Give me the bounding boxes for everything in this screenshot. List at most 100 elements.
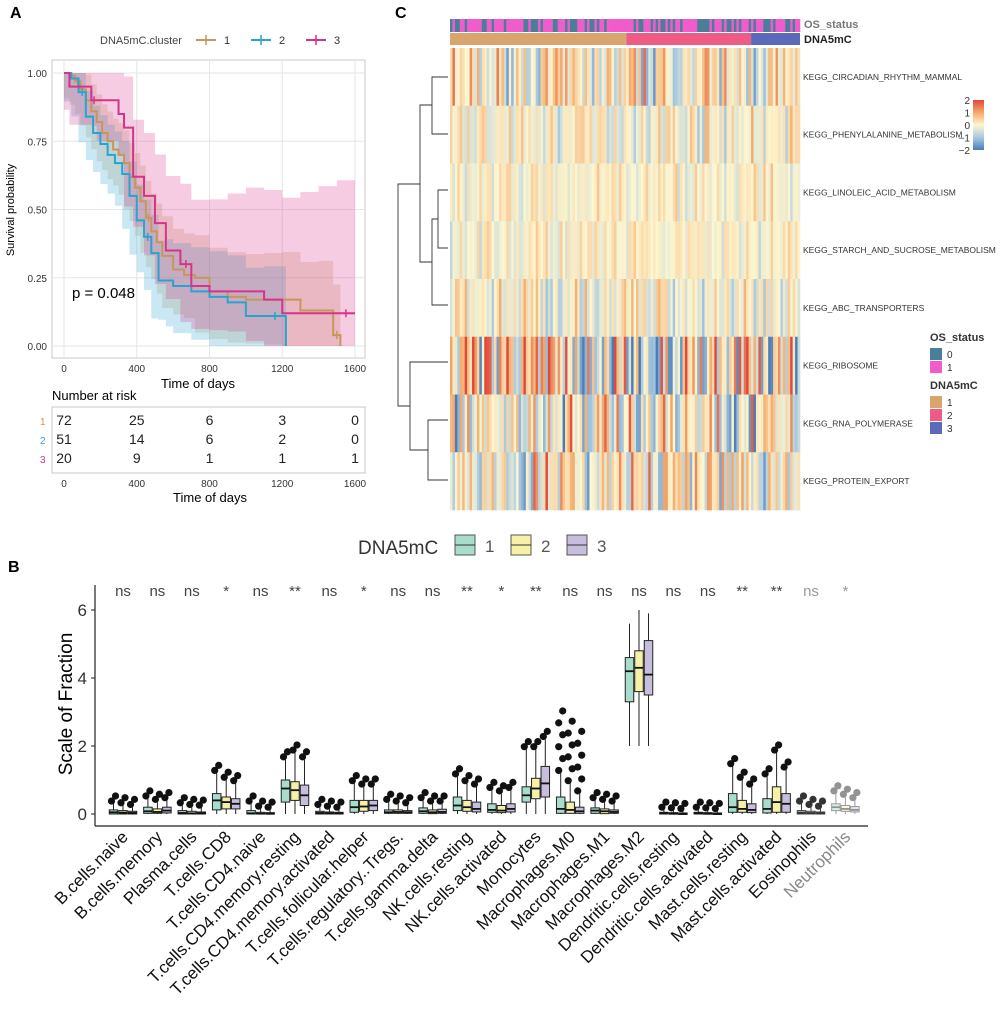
heatmap-cell (484, 452, 488, 511)
heatmap-cell (496, 48, 500, 107)
heatmap-cell (755, 221, 759, 280)
heatmap-cell (528, 394, 532, 453)
box-outlier (578, 775, 586, 783)
heatmap-cell (672, 279, 676, 338)
os-status-cell (533, 19, 536, 32)
heatmap-cell (525, 394, 529, 453)
heatmap-cell (741, 48, 745, 107)
heatmap-cell (736, 163, 740, 222)
os-status-cell (489, 19, 492, 32)
box-outlier (568, 741, 576, 749)
heatmap-cell (633, 105, 637, 164)
heatmap-cell (486, 279, 490, 338)
os-status-cell (457, 19, 461, 32)
heatmap-cell (545, 336, 549, 395)
heatmap-cell (684, 336, 688, 395)
box-outlier (559, 707, 567, 715)
heatmap-cell (606, 336, 610, 395)
heatmap-cell (653, 221, 656, 280)
heatmap-cell (684, 279, 688, 338)
heatmap-cell (692, 279, 696, 338)
box-outlier (765, 765, 773, 773)
heatmap-cell (552, 394, 556, 453)
os-status-cell (684, 19, 688, 32)
heatmap-cell (640, 394, 644, 453)
heatmap-cell (650, 279, 654, 338)
heatmap-cell (633, 394, 637, 453)
heatmap-cell (638, 163, 642, 222)
os-status-cell (733, 19, 737, 32)
heatmap-cell (758, 105, 762, 164)
heatmap-cell (530, 279, 534, 338)
heatmap-cell (530, 163, 534, 222)
box-outlier (461, 777, 469, 785)
heatmap-cell (648, 336, 651, 395)
heatmap-cell (680, 336, 683, 395)
heatmap-cell (743, 394, 747, 453)
heatmap-cell (706, 163, 710, 222)
heatmap-cell (731, 221, 735, 280)
heatmap-cell (709, 48, 713, 107)
heatmap-cell (525, 452, 529, 511)
heatmap-cell (513, 394, 517, 453)
heatmap-cell (486, 394, 490, 453)
heatmap-cell (594, 163, 598, 222)
box-outlier (740, 768, 748, 776)
heatmap-cell (719, 394, 722, 453)
box-outlier (490, 778, 498, 786)
heatmap-cell (655, 336, 659, 395)
heatmap-cell (454, 336, 458, 395)
os-status-cell (706, 19, 710, 32)
box-T.cells.CD8-1 (211, 761, 223, 814)
heatmap-cell (797, 221, 801, 280)
heatmap-cell (594, 279, 598, 338)
heatmap-cell (763, 336, 767, 395)
heatmap-cell (721, 452, 725, 511)
dna5mc-cluster-3-bar (751, 33, 800, 45)
box-outlier (555, 766, 563, 775)
heatmap-cell (501, 163, 505, 222)
box-outlier (323, 802, 331, 810)
heatmap-cell (467, 279, 470, 338)
heatmap-cell (476, 105, 480, 164)
heatmap-cell (714, 394, 718, 453)
heatmap-cell (765, 163, 769, 222)
heatmap-cell (675, 279, 678, 338)
heatmap-cell (689, 394, 693, 453)
heatmap-cell (763, 105, 767, 164)
heatmap-cell (738, 221, 742, 280)
os-status-cell (462, 19, 465, 32)
heatmap-cell (706, 105, 710, 164)
box-NK.cells.activated-1 (486, 778, 498, 814)
heatmap-cell (481, 105, 485, 164)
heatmap-cell (623, 394, 627, 453)
box-T.cells.CD8-2 (220, 768, 232, 814)
box-outlier (574, 763, 582, 771)
box-outlier (220, 773, 228, 781)
risk-cell: 9 (133, 450, 141, 466)
box-outlier (839, 790, 848, 798)
box-B.cells.naive-2 (117, 794, 129, 815)
box-outlier (574, 739, 582, 747)
box-body (737, 799, 747, 813)
box-Neutrophils-1 (830, 782, 842, 814)
os-status-cell (741, 19, 745, 32)
heatmap-cell (716, 105, 720, 164)
os-status-cell (611, 19, 615, 32)
heatmap-cell (489, 105, 492, 164)
heatmap-legend-label: 3 (947, 424, 953, 435)
heatmap-cell (670, 48, 674, 107)
box-outlier (176, 799, 184, 807)
heatmap-cell (545, 394, 549, 453)
os-status-cell (557, 19, 561, 32)
box-outlier (470, 780, 479, 788)
risk-cell: 2 (278, 431, 286, 447)
heatmap-cell (613, 221, 617, 280)
heatmap-cell (547, 105, 551, 164)
heatmap-cell (464, 48, 468, 107)
heatmap-cell (689, 48, 693, 107)
heatmap-cell (538, 452, 541, 511)
heatmap-cell (596, 336, 600, 395)
heatmap-cell (675, 452, 678, 511)
heatmap-cell (535, 279, 539, 338)
